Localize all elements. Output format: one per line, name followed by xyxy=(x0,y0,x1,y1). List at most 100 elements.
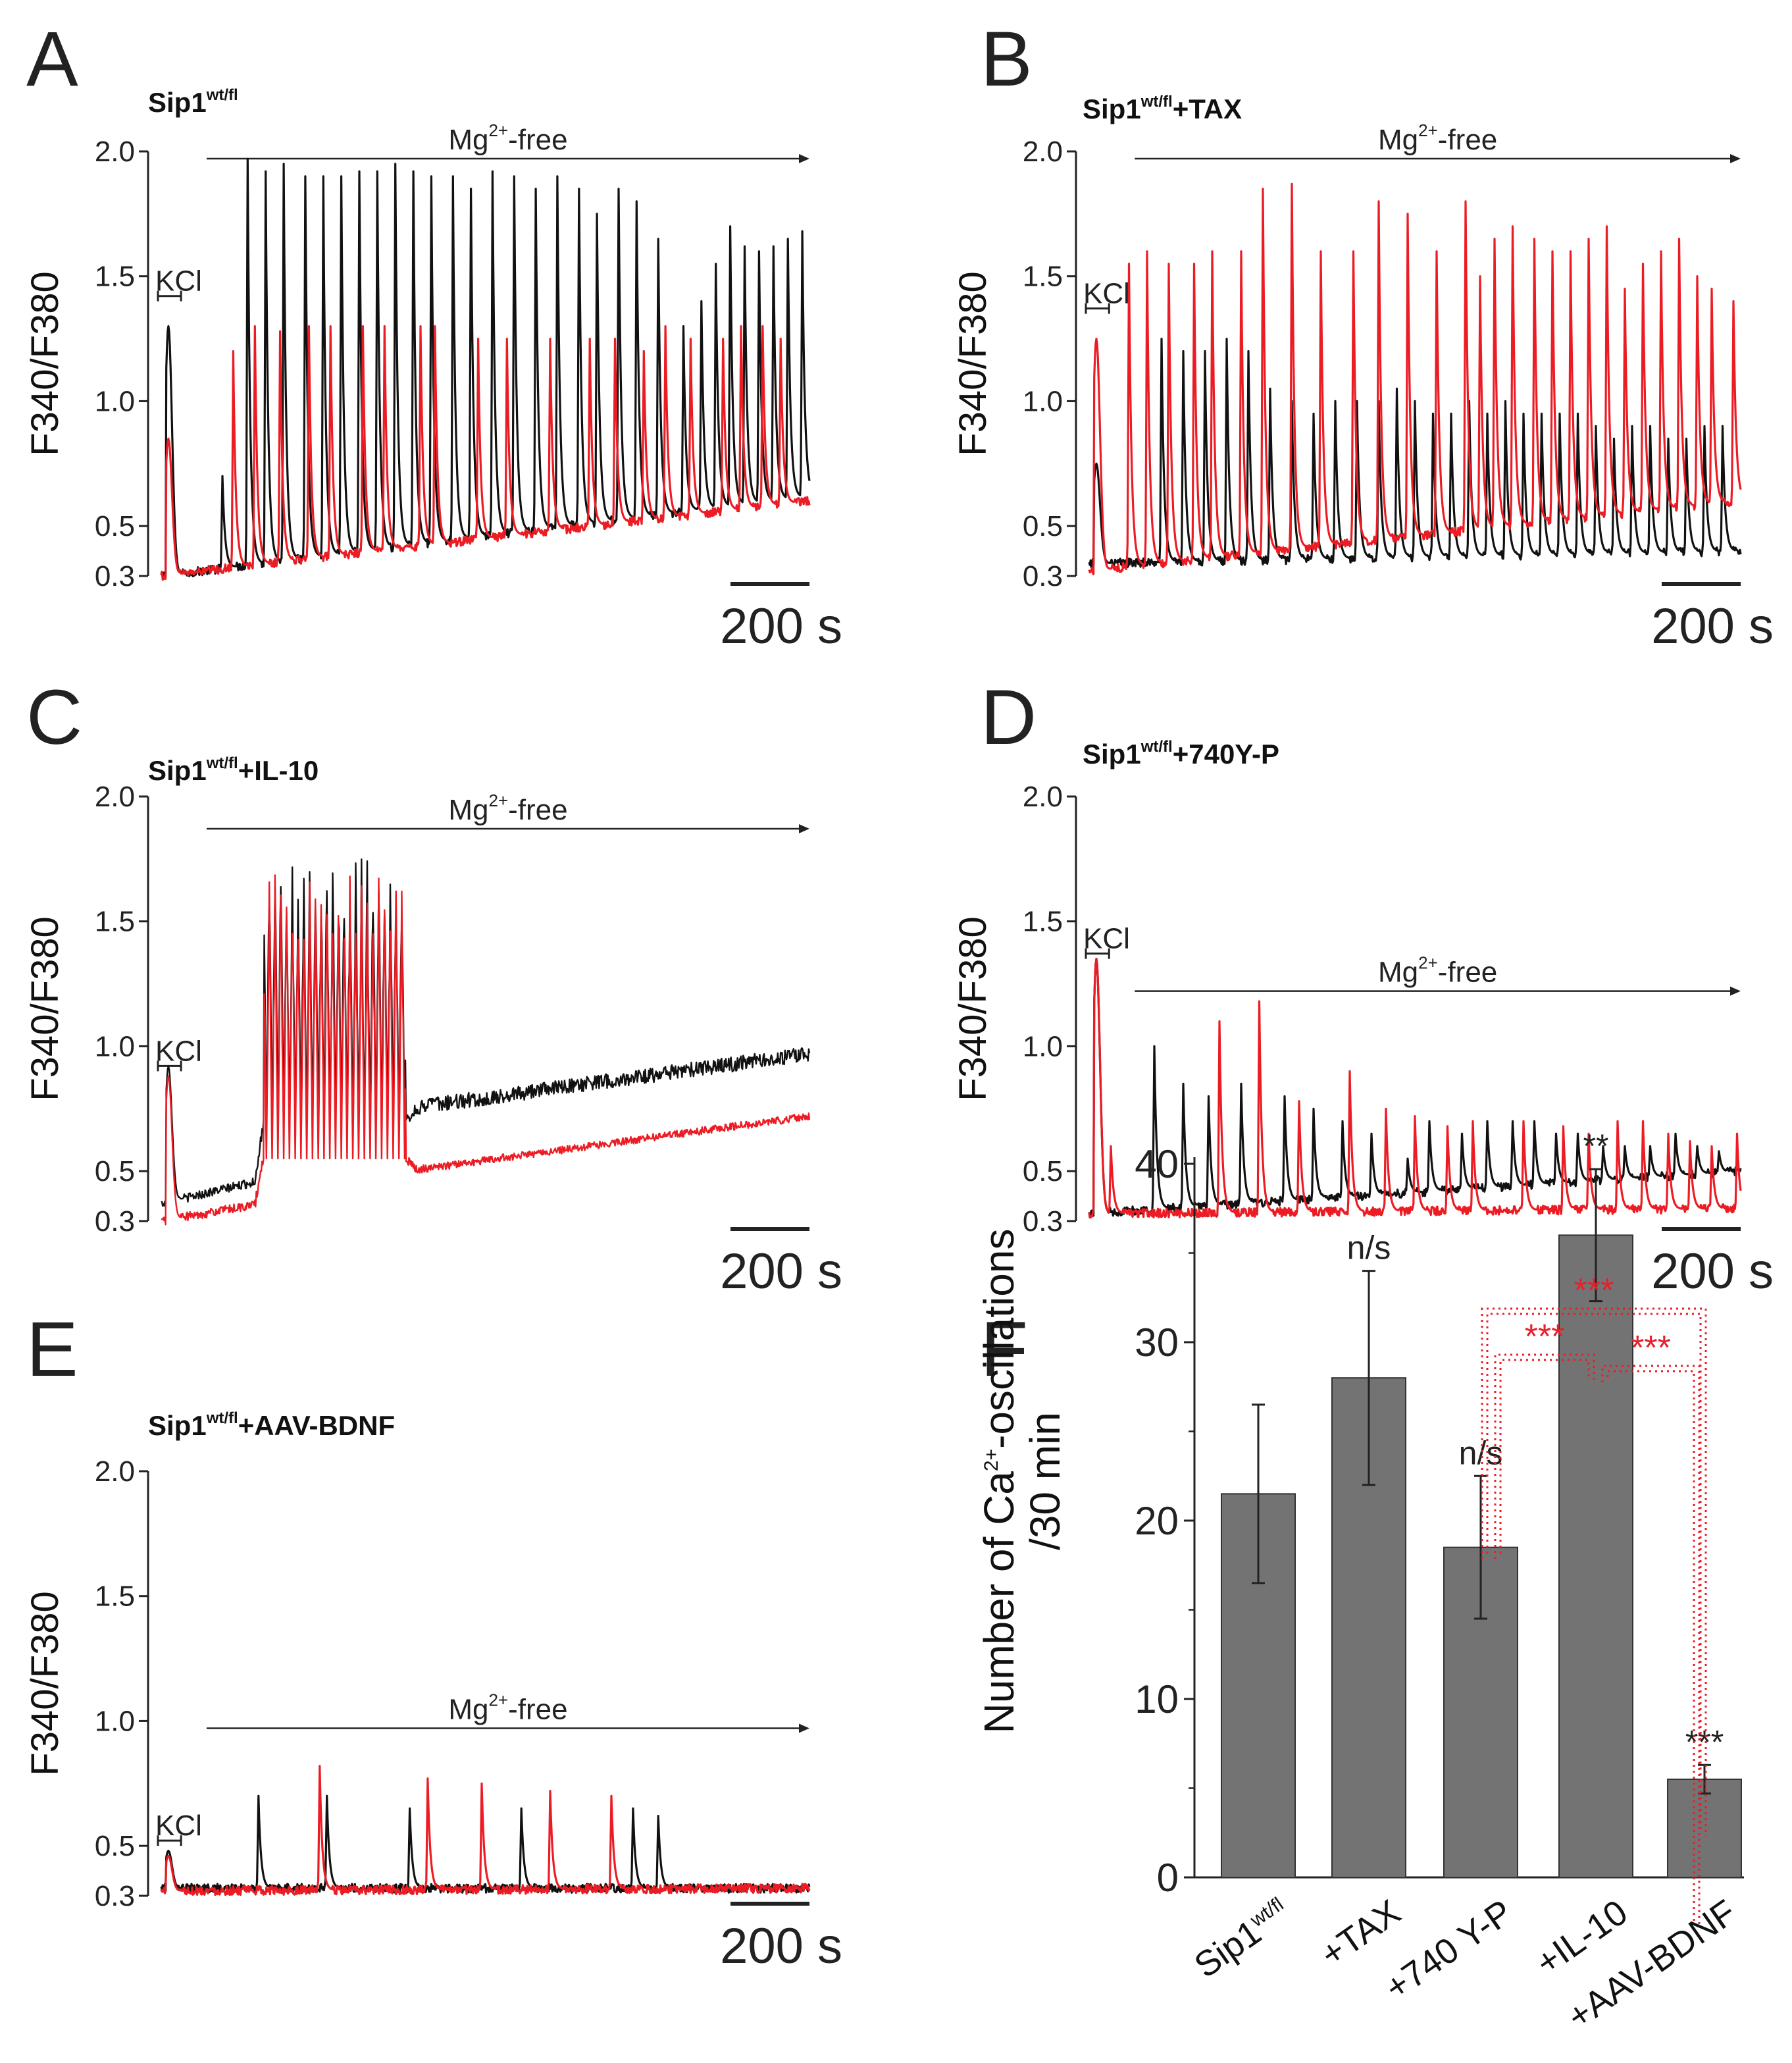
f-y-axis-label-post: -oscillations xyxy=(975,1229,1023,1449)
y-tick-label: 1.0 xyxy=(95,385,135,417)
f-y-tick-label: 30 xyxy=(1135,1320,1179,1365)
bracket-label: *** xyxy=(1525,1318,1565,1356)
significance-bracket xyxy=(1481,1307,1707,1837)
category-label-main: +740 Y-P xyxy=(1378,1893,1520,2008)
trace-black xyxy=(160,1794,811,1894)
y-tick-label: 0.5 xyxy=(95,510,135,542)
y-tick-label: 0.5 xyxy=(1023,1155,1063,1188)
y-tick-label: 1.0 xyxy=(1023,1030,1063,1062)
mg-free-label-post: -free xyxy=(1438,956,1497,989)
scale-bar-label: 200 s xyxy=(720,598,842,654)
y-tick-label: 1.0 xyxy=(95,1030,135,1062)
trace-red xyxy=(160,325,811,581)
kcl-label: KCl xyxy=(155,1810,202,1842)
scale-bar-label: 200 s xyxy=(720,1243,842,1299)
trace-red xyxy=(1088,957,1742,1219)
y-tick-label: 2.0 xyxy=(1023,781,1063,813)
trace-black xyxy=(1088,957,1742,1219)
panel-title: Sip1wt/fl xyxy=(148,86,238,118)
mg-free-label-post: -free xyxy=(1438,124,1497,156)
panel-title-suffix: +IL-10 xyxy=(238,755,319,786)
panel-label-e: E xyxy=(26,1306,78,1393)
panel-label-c: C xyxy=(26,674,82,761)
panel-title-sup: wt/fl xyxy=(1140,93,1173,111)
mg-free-label: Mg2+-free xyxy=(448,791,567,826)
panel-f: F 0 10 20 30 40 Number of Ca2+-oscillations/30… xyxy=(975,1128,1744,2037)
mg-free-arrowhead xyxy=(799,154,809,164)
bracket-label: *** xyxy=(1574,1272,1614,1310)
y-tick-label: 2.0 xyxy=(95,781,135,813)
kcl-label: KCl xyxy=(155,1035,202,1067)
y-tick-label: 0.5 xyxy=(95,1830,135,1862)
y-tick-label: 1.5 xyxy=(95,906,135,938)
panel-title-main: Sip1 xyxy=(1083,93,1141,124)
mg-free-label-main: Mg xyxy=(448,794,488,826)
y-tick-label: 1.5 xyxy=(95,1580,135,1613)
trace-red xyxy=(160,1765,811,1896)
mg-free-label-post: -free xyxy=(508,124,567,156)
y-tick-label: 0.3 xyxy=(95,560,135,592)
mg-free-arrowhead xyxy=(1730,986,1741,996)
mg-free-label-main: Mg xyxy=(1378,956,1418,989)
panel-d: D Sip1wt/fl+740Y-P 0.3 0.5 1.0 1.5 2.0 F340/F38… xyxy=(952,674,1774,1299)
bar xyxy=(1667,1778,1742,1878)
panel-title-main: Sip1 xyxy=(148,1410,207,1441)
mg-free-arrowhead xyxy=(799,1723,809,1733)
significance-bracket-inner xyxy=(1606,1370,1695,1922)
mg-free-label-sup: 2+ xyxy=(488,1690,508,1710)
scale-bar-label: 200 s xyxy=(1651,1243,1774,1299)
y-tick-label: 1.5 xyxy=(1023,261,1063,293)
scale-bar-label: 200 s xyxy=(1651,598,1774,654)
y-tick-label: 2.0 xyxy=(95,136,135,168)
mg-free-label-main: Mg xyxy=(1378,124,1418,156)
y-tick-label: 0.5 xyxy=(1023,510,1063,542)
panel-title: Sip1wt/fl+AAV-BDNF xyxy=(148,1409,395,1441)
f-y-axis-label-line2: /30 min xyxy=(1021,1412,1069,1550)
mg-free-arrowhead xyxy=(799,823,809,833)
panel-e: E Sip1wt/fl+AAV-BDNF 0.3 0.5 1.0 1.5 2.0 F340/F… xyxy=(24,1306,842,1974)
category-label: Sip1wt/fl xyxy=(1187,1893,1297,1986)
panel-label-a: A xyxy=(26,16,78,103)
significance-bracket xyxy=(1494,1353,1595,1559)
mg-free-label: Mg2+-free xyxy=(448,120,567,156)
f-y-tick-label: 40 xyxy=(1135,1142,1179,1186)
panel-title: Sip1wt/fl+740Y-P xyxy=(1083,738,1279,770)
y-tick-label: 1.0 xyxy=(95,1705,135,1737)
trace-black xyxy=(161,858,811,1207)
panel-title: Sip1wt/fl+TAX xyxy=(1083,93,1242,124)
y-tick-label: 2.0 xyxy=(1023,136,1063,168)
kcl-label: KCl xyxy=(1083,278,1130,310)
category-label: +740 Y-P xyxy=(1378,1893,1520,2008)
significance-label: *** xyxy=(1685,1723,1724,1760)
y-axis-label: F340/F380 xyxy=(24,1591,66,1776)
panel-title-main: Sip1 xyxy=(1083,739,1141,770)
mg-free-label-sup: 2+ xyxy=(488,791,508,810)
trace-black xyxy=(1088,337,1742,569)
panel-title-suffix: +740Y-P xyxy=(1173,739,1279,770)
y-tick-label: 0.3 xyxy=(95,1205,135,1238)
panel-title: Sip1wt/fl+IL-10 xyxy=(148,754,319,786)
y-tick-label: 0.3 xyxy=(95,1880,135,1912)
significance-label: n/s xyxy=(1347,1230,1391,1267)
f-y-tick-label: 20 xyxy=(1135,1499,1179,1543)
mg-free-label: Mg2+-free xyxy=(1378,120,1497,156)
significance-label: n/s xyxy=(1459,1434,1503,1471)
y-tick-label: 1.5 xyxy=(95,261,135,293)
panel-title-sup: wt/fl xyxy=(1140,738,1173,756)
panel-title-main: Sip1 xyxy=(148,87,207,118)
significance-bracket-inner xyxy=(1499,1359,1590,1554)
mg-free-arrowhead xyxy=(1730,154,1741,164)
bracket-label: *** xyxy=(1631,1329,1671,1367)
trace-red xyxy=(1088,182,1742,576)
panel-title-sup: wt/fl xyxy=(206,1409,238,1427)
y-tick-label: 2.0 xyxy=(95,1455,135,1488)
panel-label-d: D xyxy=(981,674,1037,761)
panel-title-suffix: +AAV-BDNF xyxy=(238,1410,395,1441)
f-y-tick-label: 10 xyxy=(1135,1677,1179,1721)
panel-c: C Sip1wt/fl+IL-10 0.3 0.5 1.0 1.5 2.0 F340/F380… xyxy=(24,674,842,1299)
f-y-axis-label-main: Number of Ca xyxy=(975,1471,1023,1734)
y-tick-label: 0.5 xyxy=(95,1155,135,1188)
panel-title-sup: wt/fl xyxy=(206,86,238,104)
